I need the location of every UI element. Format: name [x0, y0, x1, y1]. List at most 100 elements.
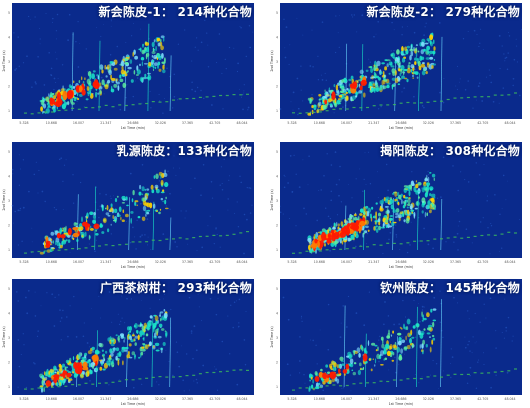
compound-peak — [426, 62, 430, 66]
noise-speck — [20, 168, 22, 170]
noise-speck — [501, 247, 503, 249]
compound-peak — [61, 363, 66, 368]
noise-speck — [188, 389, 190, 391]
noise-speck — [363, 324, 366, 327]
compound-peak — [116, 195, 119, 198]
noise-speck — [62, 309, 64, 312]
compound-peak — [110, 85, 113, 92]
noise-speck — [352, 16, 354, 18]
major-compound-peak — [60, 234, 66, 239]
compound-peak — [152, 322, 157, 328]
noise-speck — [178, 365, 181, 368]
compound-peak — [379, 71, 383, 75]
column-bleed-marker — [500, 370, 504, 373]
compound-peak — [164, 199, 167, 205]
column-bleed-marker — [480, 372, 484, 374]
column-bleed-marker — [507, 370, 511, 372]
compound-peak — [48, 371, 50, 375]
column-bleed-marker — [359, 107, 363, 109]
x-tick-label: 32.026 — [423, 260, 434, 264]
column-bleed-marker — [406, 101, 410, 104]
compound-peak — [358, 215, 360, 222]
compound-peak — [120, 216, 122, 221]
compound-peak — [160, 45, 164, 51]
compound-peak — [151, 50, 156, 55]
column-bleed-streak — [169, 217, 172, 251]
noise-speck — [473, 29, 476, 32]
compound-peak — [134, 323, 138, 329]
x-axis-label: 1st Time (min) — [121, 402, 146, 406]
noise-speck — [368, 291, 371, 293]
column-bleed-marker — [413, 240, 417, 242]
compound-peak — [69, 85, 73, 88]
noise-speck — [516, 45, 518, 47]
noise-speck — [443, 77, 445, 79]
compound-peak — [337, 237, 342, 241]
compound-peak — [163, 173, 168, 177]
noise-speck — [442, 156, 445, 159]
noise-speck — [227, 209, 229, 211]
noise-speck — [173, 73, 176, 76]
column-bleed-marker — [379, 380, 383, 382]
compound-peak — [426, 332, 431, 335]
noise-speck — [421, 309, 424, 311]
column-bleed-marker — [480, 96, 484, 98]
compound-peak — [429, 34, 434, 41]
noise-speck — [30, 19, 31, 20]
compound-peak — [405, 217, 410, 224]
noise-speck — [165, 350, 167, 351]
x-tick-label: 26.686 — [395, 397, 406, 401]
compound-peak — [340, 83, 345, 90]
noise-speck — [34, 291, 36, 293]
column-bleed-streak — [169, 317, 172, 388]
compound-peak — [408, 190, 411, 197]
y-tick-label: 2 — [276, 224, 278, 228]
compound-peak — [375, 215, 377, 221]
compound-peak — [404, 326, 407, 330]
column-bleed-streak — [169, 55, 172, 112]
noise-speck — [41, 190, 44, 193]
noise-speck — [457, 189, 459, 192]
compound-peak — [384, 206, 389, 208]
compound-peak — [388, 63, 392, 66]
noise-speck — [57, 78, 59, 80]
noise-speck — [238, 298, 241, 301]
compound-peak — [346, 87, 349, 91]
column-bleed-marker — [453, 97, 457, 99]
y-tick-label: 5 — [8, 150, 10, 154]
noise-speck — [39, 43, 41, 45]
noise-speck — [215, 313, 218, 316]
compound-peak — [399, 72, 402, 77]
compound-peak — [106, 204, 109, 211]
noise-speck — [18, 154, 20, 156]
noise-speck — [495, 374, 497, 376]
column-bleed-marker — [151, 101, 155, 103]
noise-speck — [131, 35, 133, 37]
compound-peak — [151, 59, 155, 63]
compound-peak — [147, 323, 149, 326]
column-bleed-marker — [219, 371, 223, 373]
noise-speck — [22, 206, 25, 209]
compound-peak — [76, 239, 79, 242]
noise-speck — [196, 250, 198, 252]
chromatogram-svg: 5.328 10.668 16.007 21.347 26.686 32.026 37.36… — [2, 279, 254, 406]
major-compound-peak — [49, 98, 55, 105]
noise-speck — [483, 363, 485, 366]
noise-speck — [116, 45, 119, 48]
noise-speck — [26, 55, 28, 58]
compound-peak — [325, 91, 329, 98]
compound-peak — [151, 189, 155, 194]
major-compound-peak — [333, 231, 340, 240]
noise-speck — [340, 322, 342, 324]
compound-peak — [328, 227, 332, 231]
noise-speck — [498, 35, 501, 37]
compound-peak — [126, 204, 129, 207]
noise-speck — [172, 107, 174, 109]
noise-speck — [240, 181, 242, 184]
compound-peak — [427, 50, 430, 54]
compound-peak — [110, 223, 112, 226]
noise-speck — [442, 336, 444, 339]
compound-peak — [112, 359, 114, 365]
noise-speck — [482, 217, 484, 219]
compound-peak — [432, 308, 437, 311]
